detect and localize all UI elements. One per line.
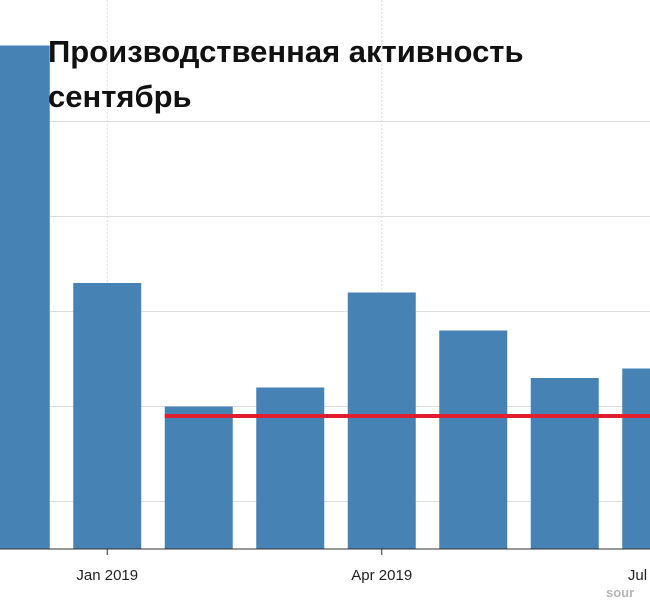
bar-jan-2019 (73, 283, 142, 549)
bar-may-2019 (439, 330, 508, 549)
bar-apr-2019 (347, 292, 416, 549)
bars (0, 45, 650, 549)
bar-dec-2018 (0, 45, 50, 549)
bar-feb-2019 (164, 406, 233, 549)
x-tick-label: Apr 2019 (351, 567, 412, 584)
x-ticks: Jan 2019 Apr 2019 Jul 2019 (76, 549, 650, 584)
x-tick-label: Jan 2019 (76, 567, 138, 584)
chart-title-line-1: Производственная активность (48, 34, 524, 69)
source-label: sour (606, 585, 634, 600)
bar-jun-2019 (530, 378, 599, 549)
x-tick-label: Jul 2019 (628, 567, 650, 584)
bar-jul-2019 (622, 368, 650, 549)
chart-title-line-2: сентябрь (48, 79, 192, 114)
bar-mar-2019 (256, 387, 325, 549)
